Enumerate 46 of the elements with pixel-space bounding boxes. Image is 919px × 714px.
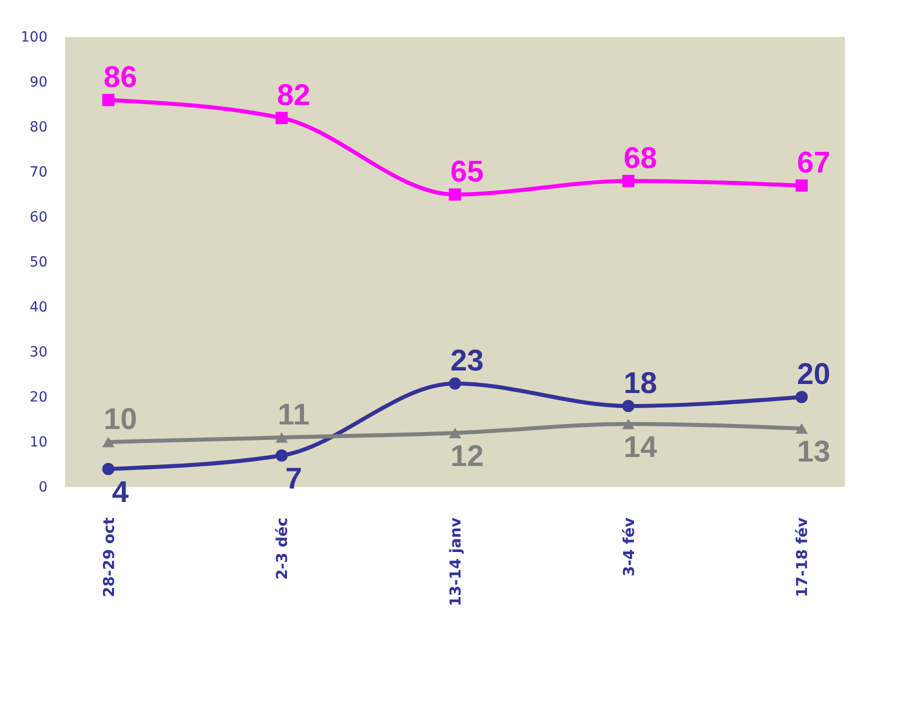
data-label: 65 — [450, 156, 484, 188]
data-label: 18 — [624, 367, 658, 400]
data-label: 13 — [796, 436, 830, 468]
data-label: 67 — [796, 146, 830, 180]
point — [796, 390, 808, 404]
y-tick-label: 0 — [38, 480, 48, 496]
data-label: 11 — [278, 398, 310, 432]
data-label: 68 — [624, 142, 658, 175]
data-label: 14 — [624, 431, 658, 464]
y-tick-label: 90 — [30, 74, 48, 90]
point — [102, 436, 114, 448]
y-tick-label: 60 — [30, 210, 48, 226]
data-label: 86 — [104, 61, 138, 94]
point — [796, 423, 808, 434]
y-tick-label: 40 — [30, 300, 48, 316]
point — [448, 188, 462, 201]
point — [448, 377, 462, 390]
point — [102, 462, 114, 476]
data-label: 82 — [276, 79, 310, 112]
data-label: 4 — [112, 476, 129, 509]
data-label: 7 — [285, 462, 302, 496]
point — [448, 428, 462, 438]
point — [276, 449, 288, 462]
x-tick-label: 13-14 janv — [446, 517, 464, 606]
y-tick-label: 10 — [30, 434, 48, 450]
y-tick-label: 100 — [20, 30, 48, 46]
data-label: 12 — [450, 440, 484, 473]
point — [622, 418, 634, 430]
x-tick-label: 3-4 fév — [620, 517, 638, 576]
data-label: 20 — [796, 358, 830, 391]
point — [276, 112, 288, 124]
point — [622, 174, 634, 188]
x-tick-label: 28-29 oct — [100, 518, 118, 598]
data-label: 23 — [450, 344, 484, 378]
y-tick-label: 80 — [30, 120, 48, 136]
x-tick-label: 17-18 fév — [793, 517, 812, 598]
data-label: 10 — [104, 403, 138, 436]
y-tick-label: 70 — [30, 164, 48, 180]
y-tick-label: 20 — [30, 390, 48, 406]
point — [622, 400, 634, 412]
x-tick-label: 2-3 déc — [273, 518, 292, 580]
y-tick-label: 30 — [30, 344, 48, 360]
point — [796, 179, 808, 192]
y-tick-label: 50 — [30, 254, 48, 270]
point — [102, 94, 114, 106]
point — [276, 432, 288, 443]
